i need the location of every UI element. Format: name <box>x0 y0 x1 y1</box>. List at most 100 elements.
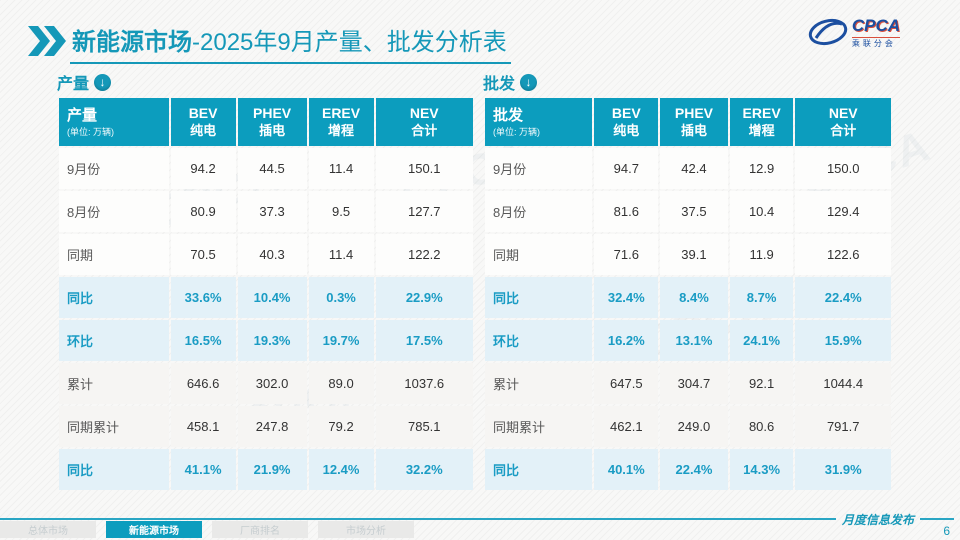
header-cell-bev: BEV 纯电 <box>170 98 236 146</box>
header-cell-nev: NEV 合计 <box>375 98 473 146</box>
footer-line <box>0 518 836 520</box>
cpca-logo: CPCA 乘联分会 <box>808 16 900 48</box>
table-row: 9月份 94.7 42.4 12.9 150.0 <box>485 148 891 189</box>
cell-value: 13.1% <box>660 320 728 361</box>
cell-value: 21.9% <box>237 449 307 490</box>
row-label: 同期累计 <box>59 406 169 447</box>
tab-market-analysis[interactable]: 市场分析 <box>318 521 414 538</box>
cell-value: 462.1 <box>594 406 659 447</box>
table-row: 同比 41.1% 21.9% 12.4% 32.2% <box>59 449 473 490</box>
tab-nev-market[interactable]: 新能源市场 <box>106 521 202 538</box>
cell-value: 646.6 <box>170 363 236 404</box>
down-arrow-icon: ↓ <box>94 73 112 91</box>
cell-value: 302.0 <box>237 363 307 404</box>
tables-area: 产量 ↓ 产量 (单位: 万辆) BEV 纯电 PHEV 插电 EREV 增程 NEV… <box>57 70 893 492</box>
cell-value: 10.4 <box>729 191 794 232</box>
cell-value: 22.4% <box>660 449 728 490</box>
cell-value: 40.1% <box>594 449 659 490</box>
cell-value: 122.6 <box>795 234 891 275</box>
cell-value: 304.7 <box>660 363 728 404</box>
row-label: 同比 <box>59 449 169 490</box>
row-label: 同期 <box>485 234 593 275</box>
header-cell-erev: EREV 增程 <box>729 98 794 146</box>
production-section-label: 产量 ↓ <box>57 70 475 94</box>
row-label: 同期累计 <box>485 406 593 447</box>
cell-value: 40.3 <box>237 234 307 275</box>
row-label: 8月份 <box>485 191 593 232</box>
cell-value: 94.2 <box>170 148 236 189</box>
header-cell-nev: NEV 合计 <box>795 98 891 146</box>
cell-value: 31.9% <box>795 449 891 490</box>
cell-value: 150.0 <box>795 148 891 189</box>
footer-line-short <box>920 518 954 520</box>
cell-value: 14.3% <box>729 449 794 490</box>
tab-overall-market[interactable]: 总体市场 <box>0 521 96 538</box>
header: 新能源市场-2025年9月产量、批发分析表 CPCA 乘联分会 <box>28 17 940 64</box>
cpca-logo-icon <box>808 18 847 46</box>
cell-value: 94.7 <box>594 148 659 189</box>
cell-value: 15.9% <box>795 320 891 361</box>
row-label: 同比 <box>485 449 593 490</box>
table-row: 同比 32.4% 8.4% 8.7% 22.4% <box>485 277 891 318</box>
cell-value: 80.9 <box>170 191 236 232</box>
cell-value: 70.5 <box>170 234 236 275</box>
cell-value: 71.6 <box>594 234 659 275</box>
cell-value: 122.2 <box>375 234 473 275</box>
page-number: 6 <box>943 524 950 538</box>
cell-value: 80.6 <box>729 406 794 447</box>
wholesale-section-label: 批发 ↓ <box>483 70 893 94</box>
table-row: 同期累计 462.1 249.0 80.6 791.7 <box>485 406 891 447</box>
row-label: 同比 <box>485 277 593 318</box>
cell-value: 39.1 <box>660 234 728 275</box>
header-cell-bev: BEV 纯电 <box>594 98 659 146</box>
table-row: 累计 647.5 304.7 92.1 1044.4 <box>485 363 891 404</box>
cell-value: 44.5 <box>237 148 307 189</box>
cell-value: 12.9 <box>729 148 794 189</box>
cell-value: 42.4 <box>660 148 728 189</box>
title-chevron-icon <box>28 26 66 56</box>
logo-cpca-text: CPCA <box>851 15 900 35</box>
table-row: 同期累计 458.1 247.8 79.2 785.1 <box>59 406 473 447</box>
cell-value: 24.1% <box>729 320 794 361</box>
row-label: 同比 <box>59 277 169 318</box>
title-bold: 新能源市场 <box>72 29 192 56</box>
cell-value: 1037.6 <box>375 363 473 404</box>
cell-value: 17.5% <box>375 320 473 361</box>
cell-value: 37.3 <box>237 191 307 232</box>
cell-value: 11.4 <box>308 148 374 189</box>
section-label-text: 产量 <box>57 76 90 93</box>
cell-value: 11.9 <box>729 234 794 275</box>
cell-value: 16.5% <box>170 320 236 361</box>
down-arrow-icon: ↓ <box>520 73 538 91</box>
cell-value: 79.2 <box>308 406 374 447</box>
cell-value: 249.0 <box>660 406 728 447</box>
table-row: 同期 70.5 40.3 11.4 122.2 <box>59 234 473 275</box>
cell-value: 92.1 <box>729 363 794 404</box>
cell-value: 89.0 <box>308 363 374 404</box>
cell-value: 791.7 <box>795 406 891 447</box>
table-row: 同期 71.6 39.1 11.9 122.6 <box>485 234 891 275</box>
cell-value: 647.5 <box>594 363 659 404</box>
tab-oem-ranking[interactable]: 厂商排名 <box>212 521 308 538</box>
row-label: 同期 <box>59 234 169 275</box>
logo-sub-text: 乘联分会 <box>851 36 900 48</box>
header-cell-erev: EREV 增程 <box>308 98 374 146</box>
cell-value: 8.7% <box>729 277 794 318</box>
header-cell-phev: PHEV 插电 <box>237 98 307 146</box>
table-header-row: 产量 (单位: 万辆) BEV 纯电 PHEV 插电 EREV 增程 NEV 合计 <box>59 98 473 146</box>
cell-value: 32.4% <box>594 277 659 318</box>
cell-value: 41.1% <box>170 449 236 490</box>
row-label: 环比 <box>485 320 593 361</box>
section-label-text: 批发 <box>483 76 516 93</box>
production-table-block: 产量 ↓ 产量 (单位: 万辆) BEV 纯电 PHEV 插电 EREV 增程 NEV… <box>57 70 475 492</box>
table-row: 同比 40.1% 22.4% 14.3% 31.9% <box>485 449 891 490</box>
table-header-row: 批发 (单位: 万辆) BEV 纯电 PHEV 插电 EREV 增程 NEV 合计 <box>485 98 891 146</box>
table-row: 环比 16.2% 13.1% 24.1% 15.9% <box>485 320 891 361</box>
title-rest: -2025年9月产量、批发分析表 <box>192 29 507 56</box>
cell-value: 11.4 <box>308 234 374 275</box>
production-table: 产量 (单位: 万辆) BEV 纯电 PHEV 插电 EREV 增程 NEV 合计 9月… <box>57 96 475 492</box>
footer-rule: 月度信息发布 <box>0 512 954 527</box>
page-title: 新能源市场-2025年9月产量、批发分析表 <box>70 20 511 64</box>
cell-value: 1044.4 <box>795 363 891 404</box>
cell-value: 19.7% <box>308 320 374 361</box>
